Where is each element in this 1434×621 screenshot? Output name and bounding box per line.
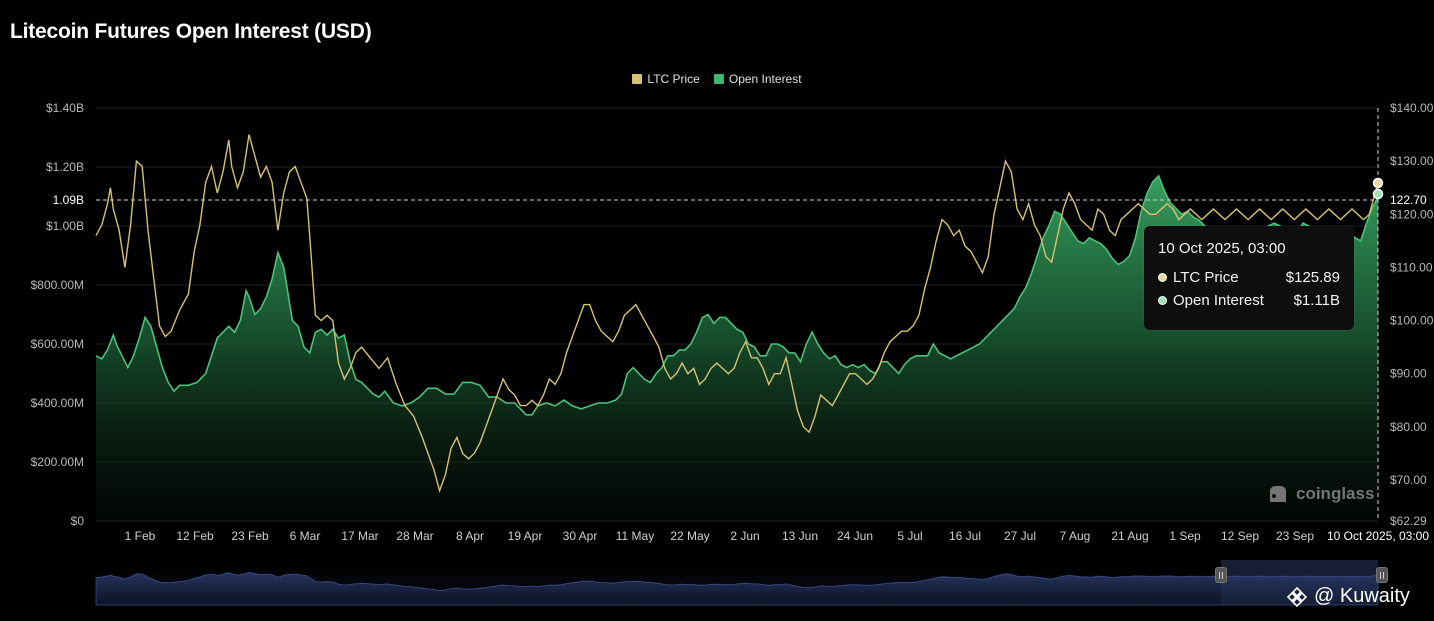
tooltip-date: 10 Oct 2025, 03:00	[1158, 240, 1286, 257]
y-left-tick-label: $600.00M	[31, 337, 84, 351]
open-interest-area	[95, 174, 1379, 522]
x-tick-label: 1 Feb	[125, 529, 156, 543]
binance-logo-icon	[1286, 586, 1308, 607]
y-left-tick-label: $0	[71, 514, 85, 528]
y-right-tick-label: $140.00	[1390, 101, 1434, 115]
x-tick-label: 5 Jul	[897, 529, 922, 543]
tooltip-label-ltc-price: LTC Price	[1173, 269, 1239, 286]
tooltip-value-ltc-price: $125.89	[1285, 269, 1340, 286]
navigator-right-handle[interactable]	[1376, 567, 1388, 583]
axes: $0 $200.00M $400.00M $600.00M $800.00M $1.00B…	[31, 101, 1434, 543]
navigator-strip[interactable]	[96, 556, 1388, 606]
x-tick-label: 21 Aug	[1111, 529, 1148, 543]
tooltip-label-open-interest: Open Interest	[1173, 292, 1264, 309]
y-right-tick-label: $80.00	[1390, 420, 1427, 434]
x-tick-label: 16 Jul	[949, 529, 981, 543]
credit: @ Kuwaity	[1286, 585, 1410, 608]
open-interest-dot	[1158, 296, 1167, 305]
crosshair-left-label-bg	[0, 191, 90, 209]
x-tick-label: 23 Feb	[231, 529, 269, 543]
open-interest-swatch	[713, 74, 724, 84]
x-tick-label: 19 Apr	[508, 529, 543, 543]
y-right-tick-label: $70.00	[1390, 473, 1427, 487]
crosshair-left-label: 1.09B	[53, 193, 84, 207]
x-tick-label: 28 Mar	[396, 529, 433, 543]
navigator-series	[95, 571, 1379, 606]
legend: LTC Price Open Interest	[0, 72, 1434, 86]
y-right-tick-label: $100.00	[1390, 314, 1434, 328]
open-interest-fill	[96, 175, 1378, 522]
x-tick-label: 7 Aug	[1060, 529, 1091, 543]
x-tick-label: 13 Jun	[782, 529, 818, 543]
x-tick-label: 12 Sep	[1221, 529, 1259, 543]
watermark-text: coinglass	[1296, 484, 1375, 503]
crosshair: 1.09B 122.70 10 Oct 2025, 03:00	[0, 108, 1434, 546]
range-navigator[interactable]	[95, 560, 1379, 606]
y-left-tick-label: $200.00M	[31, 455, 84, 469]
tooltip-value-open-interest: $1.11B	[1293, 292, 1340, 309]
y-left-tick-label: $1.20B	[46, 160, 84, 174]
y-left-tick-label: $400.00M	[31, 396, 84, 410]
y-right-tick-label: $110.00	[1390, 260, 1433, 274]
tooltip-row-open-interest: Open Interest $1.11B	[1158, 292, 1340, 309]
x-tick-label: 6 Mar	[290, 529, 321, 543]
x-tick-label: 1 Sep	[1169, 529, 1201, 543]
x-tick-label: 22 May	[670, 529, 709, 543]
x-tick-label: 24 Jun	[837, 529, 873, 543]
legend-label-ltc-price: LTC Price	[647, 72, 700, 86]
tooltip-row-ltc-price: LTC Price $125.89	[1158, 269, 1340, 286]
y-right-tick-label: $130.00	[1390, 154, 1434, 168]
legend-label-open-interest: Open Interest	[728, 72, 802, 86]
x-tick-label: 2 Jun	[730, 529, 759, 543]
crosshair-x-label: 10 Oct 2025, 03:00	[1327, 529, 1429, 543]
coinglass-logo-icon	[1270, 486, 1286, 502]
y-left-tick-label: $1.00B	[46, 219, 84, 233]
x-tick-label: 23 Sep	[1276, 529, 1314, 543]
chart-title: Litecoin Futures Open Interest (USD)	[10, 20, 372, 43]
legend-item-open-interest[interactable]: Open Interest	[713, 72, 802, 86]
coinglass-watermark: coinglass	[1266, 482, 1374, 506]
y-right-tick-label: $90.00	[1390, 367, 1427, 381]
x-tick-label: 17 Mar	[341, 529, 378, 543]
x-tick-label: 12 Feb	[176, 529, 214, 543]
x-tick-label: 27 Jul	[1004, 529, 1036, 543]
ltc-price-path	[95, 134, 1379, 494]
y-right-tick-label: $120.00	[1390, 207, 1434, 221]
crosshair-x-label-bg	[1322, 526, 1434, 546]
open-interest-line	[95, 174, 1379, 416]
open-interest-marker	[1372, 188, 1384, 200]
legend-item-ltc-price[interactable]: LTC Price	[632, 72, 700, 86]
ltc-price-line	[95, 134, 1379, 494]
navigator-left-handle[interactable]	[1215, 567, 1227, 583]
x-tick-label: 8 Apr	[456, 529, 484, 543]
ltc-price-marker	[1372, 177, 1384, 189]
y-left-tick-label: $1.40B	[46, 101, 84, 115]
y-right-tick-label: $62.29	[1390, 514, 1427, 528]
x-tick-label: 30 Apr	[563, 529, 598, 543]
ltc-price-dot	[1158, 273, 1167, 282]
credit-text: @ Kuwaity	[1314, 585, 1410, 607]
y-left-tick-label: $800.00M	[31, 278, 84, 292]
x-tick-label: 11 May	[616, 529, 654, 543]
tooltip: 10 Oct 2025, 03:00 LTC Price $125.89 Ope…	[1144, 226, 1354, 330]
ltc-price-swatch	[632, 74, 643, 84]
crosshair-right-label: 122.70	[1390, 193, 1427, 207]
